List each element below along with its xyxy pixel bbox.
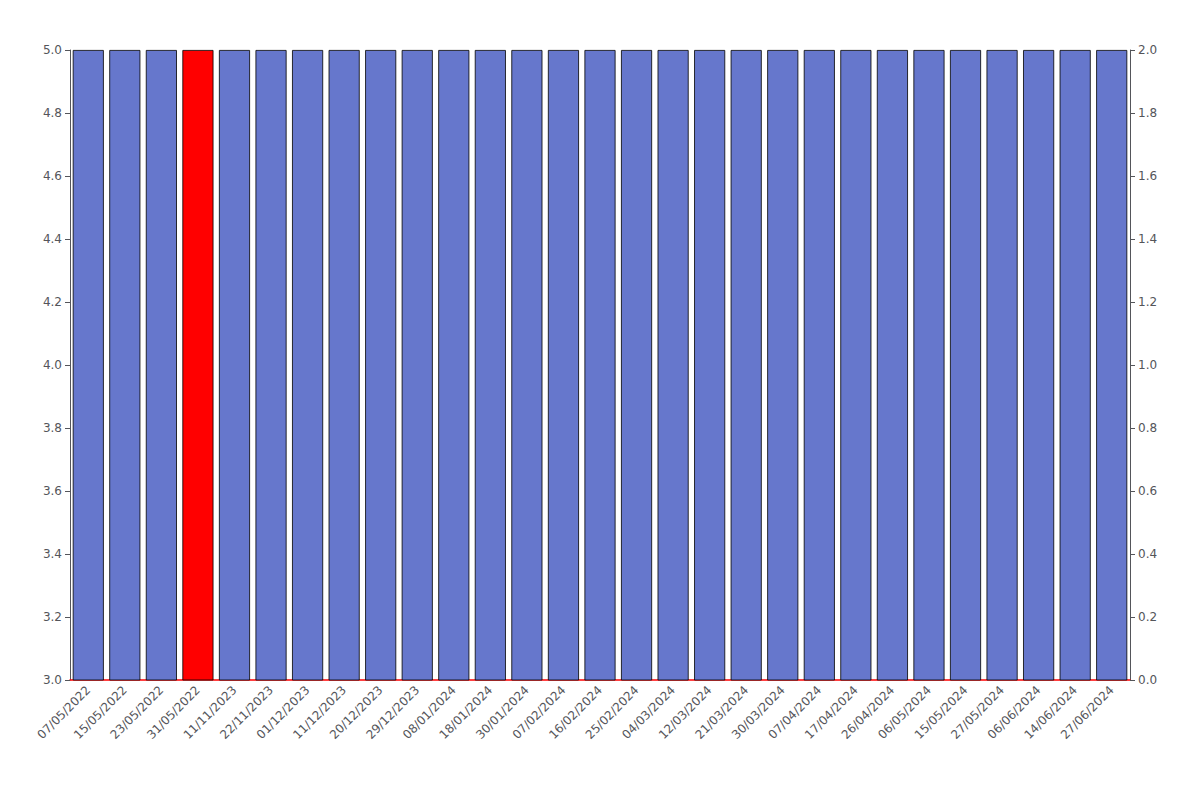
svg-text:26/04/2024: 26/04/2024 — [838, 683, 898, 742]
svg-text:14/06/2024: 14/06/2024 — [1021, 683, 1081, 742]
svg-text:18/01/2024: 18/01/2024 — [436, 683, 496, 742]
svg-text:01/12/2023: 01/12/2023 — [253, 683, 313, 742]
svg-text:23/05/2022: 23/05/2022 — [107, 683, 167, 742]
svg-text:11/11/2023: 11/11/2023 — [180, 683, 240, 742]
svg-text:12/03/2024: 12/03/2024 — [655, 683, 715, 742]
svg-text:1.8: 1.8 — [1138, 106, 1157, 120]
svg-text:16/02/2024: 16/02/2024 — [546, 683, 605, 742]
svg-text:11/12/2023: 11/12/2023 — [290, 683, 350, 742]
svg-text:4.2: 4.2 — [43, 295, 62, 309]
svg-text:4.4: 4.4 — [43, 232, 62, 246]
svg-text:06/05/2024: 06/05/2024 — [875, 683, 934, 742]
svg-text:15/05/2024: 15/05/2024 — [911, 683, 971, 742]
svg-text:0.6: 0.6 — [1138, 484, 1157, 498]
svg-text:3.8: 3.8 — [43, 421, 62, 435]
svg-text:07/04/2024: 07/04/2024 — [765, 683, 825, 742]
svg-text:21/03/2024: 21/03/2024 — [692, 683, 752, 742]
svg-text:07/02/2024: 07/02/2024 — [509, 683, 569, 742]
svg-text:1.0: 1.0 — [1138, 358, 1157, 372]
svg-text:0.2: 0.2 — [1138, 610, 1157, 624]
svg-text:2.0: 2.0 — [1138, 43, 1157, 57]
svg-text:4.6: 4.6 — [43, 169, 62, 183]
svg-text:27/05/2024: 27/05/2024 — [948, 683, 1007, 742]
svg-text:27/06/2024: 27/06/2024 — [1058, 683, 1117, 742]
svg-text:29/12/2023: 29/12/2023 — [363, 683, 423, 742]
svg-text:4.0: 4.0 — [43, 358, 62, 372]
svg-text:4.8: 4.8 — [43, 106, 62, 120]
svg-text:15/05/2022: 15/05/2022 — [71, 683, 130, 742]
svg-text:08/01/2024: 08/01/2024 — [400, 683, 459, 742]
svg-text:30/01/2024: 30/01/2024 — [473, 683, 532, 742]
svg-text:0.4: 0.4 — [1138, 547, 1157, 561]
svg-text:07/05/2022: 07/05/2022 — [34, 683, 94, 742]
svg-text:30/03/2024: 30/03/2024 — [729, 683, 788, 742]
svg-text:20/12/2023: 20/12/2023 — [326, 683, 386, 742]
svg-text:3.0: 3.0 — [43, 673, 62, 687]
svg-text:1.6: 1.6 — [1138, 169, 1157, 183]
svg-text:31/05/2022: 31/05/2022 — [144, 683, 203, 742]
svg-text:0.8: 0.8 — [1138, 421, 1157, 435]
svg-text:3.4: 3.4 — [43, 547, 62, 561]
svg-text:5.0: 5.0 — [43, 43, 62, 57]
svg-text:0.0: 0.0 — [1138, 673, 1157, 687]
svg-text:3.2: 3.2 — [43, 610, 62, 624]
svg-text:06/06/2024: 06/06/2024 — [984, 683, 1044, 742]
svg-text:17/04/2024: 17/04/2024 — [802, 683, 861, 742]
svg-text:3.6: 3.6 — [43, 484, 62, 498]
svg-text:25/02/2024: 25/02/2024 — [582, 683, 642, 742]
svg-text:1.4: 1.4 — [1138, 232, 1157, 246]
svg-text:1.2: 1.2 — [1138, 295, 1157, 309]
svg-text:04/03/2024: 04/03/2024 — [619, 683, 679, 742]
svg-text:22/11/2023: 22/11/2023 — [217, 683, 276, 742]
